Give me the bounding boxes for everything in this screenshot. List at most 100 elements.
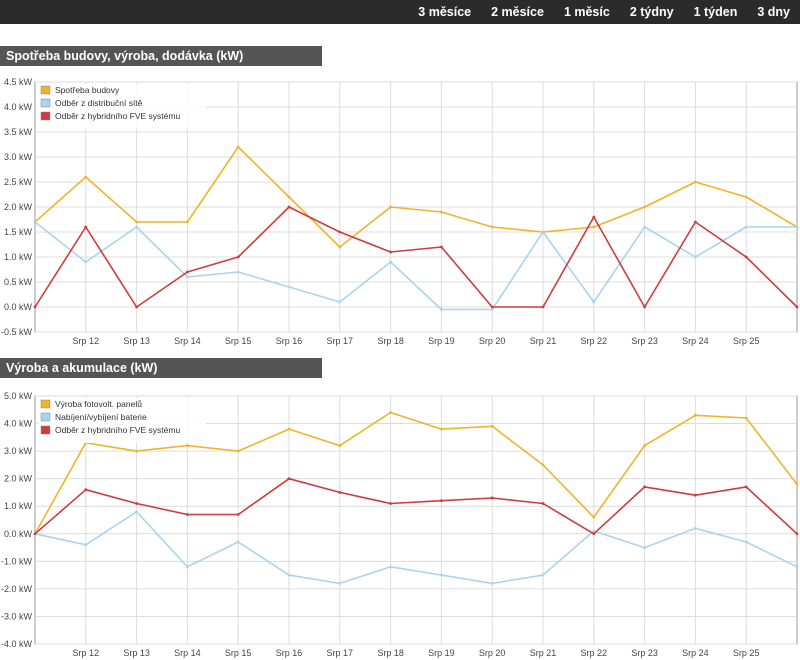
tab-3-months[interactable]: 3 měsíce xyxy=(418,5,472,19)
y-tick-label: 4.5 kW xyxy=(4,77,33,87)
data-point xyxy=(236,540,240,544)
data-point xyxy=(592,215,596,219)
data-point xyxy=(338,444,342,447)
tab-2-weeks[interactable]: 2 týdny xyxy=(629,5,674,19)
data-point xyxy=(338,230,342,234)
series-line-0 xyxy=(34,146,798,248)
data-point xyxy=(541,463,545,467)
data-point xyxy=(338,491,342,494)
data-point xyxy=(236,255,240,259)
y-tick-label: -2.0 kW xyxy=(1,584,33,594)
x-tick-label: Srp 13 xyxy=(123,336,150,346)
data-point xyxy=(287,195,291,199)
data-point xyxy=(33,305,37,309)
x-tick-label: Srp 18 xyxy=(377,336,404,346)
legend-label: Spotřeba budovy xyxy=(55,85,120,95)
data-point xyxy=(694,493,697,497)
data-point xyxy=(694,255,697,259)
legend-swatch xyxy=(40,412,51,422)
x-tick-label: Srp 17 xyxy=(327,336,354,346)
data-point xyxy=(389,565,392,569)
legend-box xyxy=(38,84,206,129)
x-tick-label: Srp 12 xyxy=(73,336,100,346)
data-point xyxy=(84,488,88,492)
data-point xyxy=(490,424,494,428)
data-point xyxy=(440,427,443,431)
tab-1-week[interactable]: 1 týden xyxy=(693,5,738,19)
data-point xyxy=(795,305,799,309)
legend-swatch xyxy=(40,111,51,121)
x-tick-label: Srp 20 xyxy=(479,648,506,658)
y-tick-label: 4.0 kW xyxy=(4,419,33,429)
data-point xyxy=(287,427,291,431)
data-point xyxy=(592,300,596,304)
data-point xyxy=(135,305,139,309)
x-tick-label: Srp 15 xyxy=(225,648,252,658)
tab-3-days[interactable]: 3 dny xyxy=(757,5,790,19)
data-point xyxy=(186,270,189,274)
data-point xyxy=(643,444,646,447)
y-tick-label: 1.0 kW xyxy=(4,252,33,262)
legend-swatch xyxy=(40,98,51,108)
data-point xyxy=(287,477,291,481)
data-point xyxy=(592,532,596,536)
data-point xyxy=(84,175,88,179)
section-title-production: Výroba a akumulace (kW) xyxy=(0,358,322,378)
y-tick-label: 4.0 kW xyxy=(4,102,33,112)
y-tick-label: 0.0 kW xyxy=(4,302,33,312)
y-tick-label: -0.5 kW xyxy=(1,327,33,337)
legend-swatch xyxy=(40,425,51,435)
x-tick-label: Srp 24 xyxy=(682,336,709,346)
legend-label: Výroba fotovolt. panelů xyxy=(55,399,142,409)
production-chart: -4.0 kW -3.0 kW -2.0 kW -1.0 kW 0.0 kW 1.0 kW… xyxy=(1,391,799,658)
data-point xyxy=(236,449,240,453)
data-point xyxy=(795,225,799,229)
tab-2-months[interactable]: 2 měsíce xyxy=(491,5,544,19)
data-point xyxy=(135,502,139,505)
data-point xyxy=(84,225,88,229)
x-tick-label: Srp 12 xyxy=(73,648,100,658)
x-tick-label: Srp 14 xyxy=(174,336,201,346)
data-point xyxy=(541,502,545,505)
series-line-1 xyxy=(34,221,797,311)
y-tick-label: 2.5 kW xyxy=(4,177,33,187)
data-point xyxy=(643,225,646,229)
data-point xyxy=(33,532,37,536)
x-tick-label: Srp 19 xyxy=(428,336,455,346)
y-tick-label: -3.0 kW xyxy=(1,611,33,621)
legend-swatch xyxy=(40,399,51,409)
data-point xyxy=(490,308,494,311)
legend-box xyxy=(38,398,206,443)
data-point xyxy=(440,308,443,311)
data-point xyxy=(592,225,596,229)
data-point xyxy=(490,225,494,229)
tab-1-month[interactable]: 1 měsíc xyxy=(563,5,610,19)
data-point xyxy=(541,305,545,309)
data-point xyxy=(186,513,189,516)
x-tick-label: Srp 19 xyxy=(428,648,455,658)
data-point xyxy=(694,180,697,184)
data-point xyxy=(389,250,392,254)
y-tick-label: 1.5 kW xyxy=(4,227,33,237)
section-title-consumption: Spotřeba budovy, výroba, dodávka (kW) xyxy=(0,46,322,66)
series-line-0 xyxy=(34,411,798,535)
y-tick-label: 5.0 kW xyxy=(4,391,33,401)
series-line-2 xyxy=(34,477,798,535)
data-point xyxy=(236,513,240,516)
data-point xyxy=(186,565,189,569)
x-tick-label: Srp 20 xyxy=(479,336,506,346)
data-point xyxy=(389,411,392,414)
period-nav: 3 měsíce 2 měsíce 1 měsíc 2 týdny 1 týde… xyxy=(0,0,800,24)
data-point xyxy=(694,220,697,224)
data-point xyxy=(389,260,392,264)
data-point xyxy=(84,543,88,547)
data-point xyxy=(694,526,697,530)
y-tick-label: 3.5 kW xyxy=(4,127,33,137)
y-tick-label: 3.0 kW xyxy=(4,446,33,456)
y-tick-label: 1.0 kW xyxy=(4,501,33,511)
x-tick-label: Srp 22 xyxy=(581,648,608,658)
x-tick-label: Srp 17 xyxy=(327,648,354,658)
data-point xyxy=(541,573,545,577)
data-point xyxy=(744,485,748,489)
x-tick-label: Srp 23 xyxy=(631,648,658,658)
